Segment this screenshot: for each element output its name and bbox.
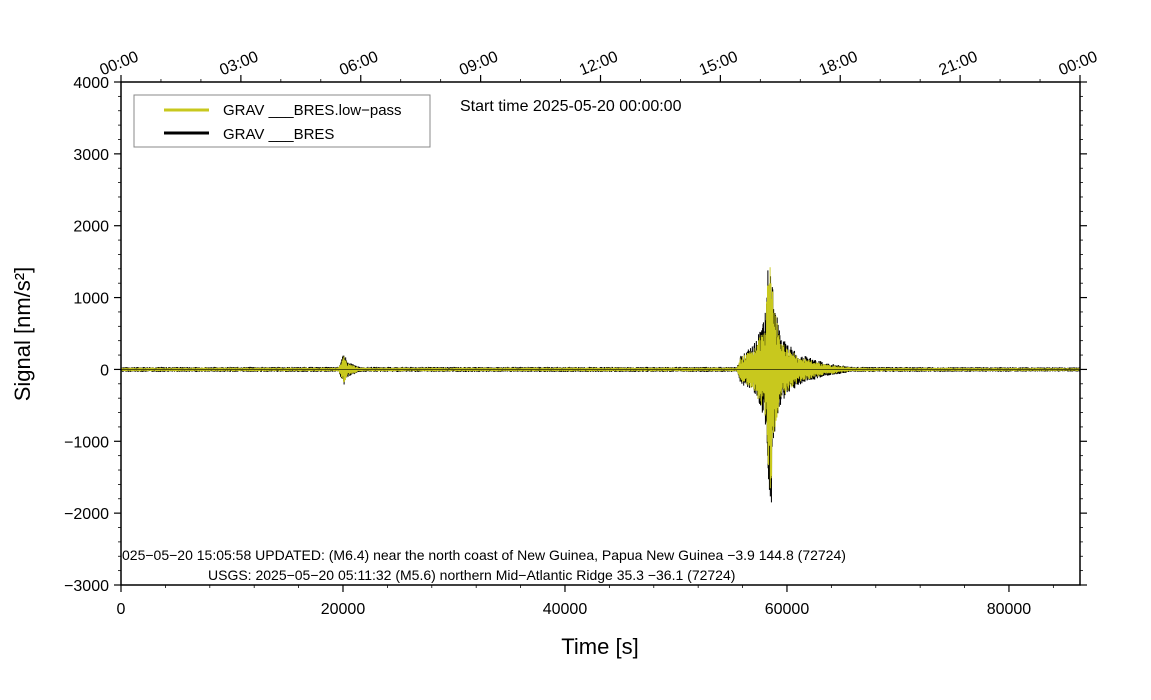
y-tick-label: −2000: [64, 506, 109, 523]
y-axis-title: Signal [nm/s²]: [10, 267, 35, 402]
x-tick-label: 20000: [321, 601, 366, 618]
y-tick-label: −1000: [64, 434, 109, 451]
y-tick-label: 1000: [73, 291, 109, 308]
event-annotation-2: USGS: 2025−05−20 05:11:32 (M5.6) norther…: [208, 567, 735, 583]
x-tick-label: 40000: [543, 601, 588, 618]
start-time-label: Start time 2025-05-20 00:00:00: [460, 98, 682, 115]
top-tick-label: 21:00: [937, 48, 981, 79]
top-tick-label: 00:00: [98, 48, 142, 79]
x-tick-label: 60000: [765, 601, 810, 618]
top-tick-label: 06:00: [337, 48, 381, 79]
y-tick-label: 3000: [73, 147, 109, 164]
y-tick-label: 0: [100, 362, 109, 379]
legend-label-raw: GRAV ___BRES: [223, 126, 334, 143]
plot-background: [121, 82, 1080, 585]
x-tick-label: 80000: [987, 601, 1032, 618]
trace-lowpass: [121, 267, 1080, 489]
minor-ticks: [118, 95, 1083, 588]
y-tick-label: 4000: [73, 75, 109, 92]
legend-label-lowpass: GRAV ___BRES.low−pass: [223, 102, 402, 119]
top-tick-label: 03:00: [217, 48, 261, 79]
trace-group: [121, 267, 1080, 503]
legend-box: [133, 94, 431, 148]
x-tick-label: 0: [117, 601, 126, 618]
y-tick-label: −3000: [64, 578, 109, 595]
event-annotation-1: 025−05−20 15:05:58 UPDATED: (M6.4) near …: [122, 547, 846, 563]
top-tick-label: 15:00: [697, 48, 741, 79]
top-tick-label: 18:00: [817, 48, 861, 79]
y-axis: −3000 −2000 −1000 0 1000 2000 3000 4000: [64, 75, 1087, 595]
x-axis-title: Time [s]: [561, 634, 638, 659]
x-axis: 0 20000 40000 60000 80000: [117, 585, 1032, 618]
legend: GRAV ___BRES.low−pass GRAV ___BRES: [133, 94, 431, 148]
y-tick-label: 2000: [73, 219, 109, 236]
top-tick-label: 12:00: [577, 48, 621, 79]
top-time-axis: 00:00 03:00 06:00 09:00 12:00 15:00 18:00 21:00…: [98, 48, 1101, 82]
top-tick-label: 09:00: [457, 48, 501, 79]
top-tick-label: 00:00: [1057, 48, 1101, 79]
